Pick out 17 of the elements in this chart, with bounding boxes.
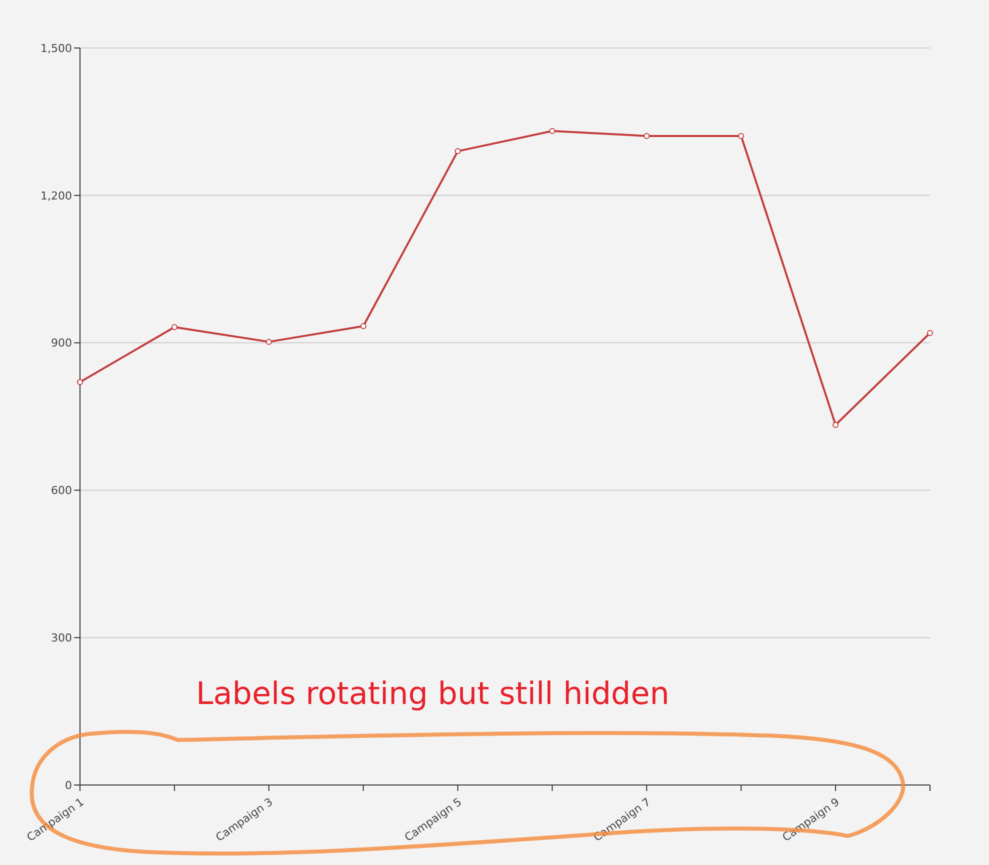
y-tick-label: 900 xyxy=(51,336,72,350)
point xyxy=(454,148,461,154)
point xyxy=(171,324,178,330)
point xyxy=(644,132,650,139)
point xyxy=(549,128,556,134)
point xyxy=(738,132,744,139)
annotation: Labels rotating but still hidden xyxy=(196,676,670,712)
y-tick-label: 1,200 xyxy=(40,189,72,202)
point xyxy=(360,323,366,330)
point xyxy=(266,338,272,345)
y-tick-label: 1,500 xyxy=(40,42,72,55)
point xyxy=(77,379,83,386)
y-tick-label: 300 xyxy=(51,632,72,645)
point xyxy=(927,330,933,336)
y-tick-label: 600 xyxy=(51,484,72,498)
y-tick-label: 0 xyxy=(65,778,72,792)
point xyxy=(832,422,839,428)
